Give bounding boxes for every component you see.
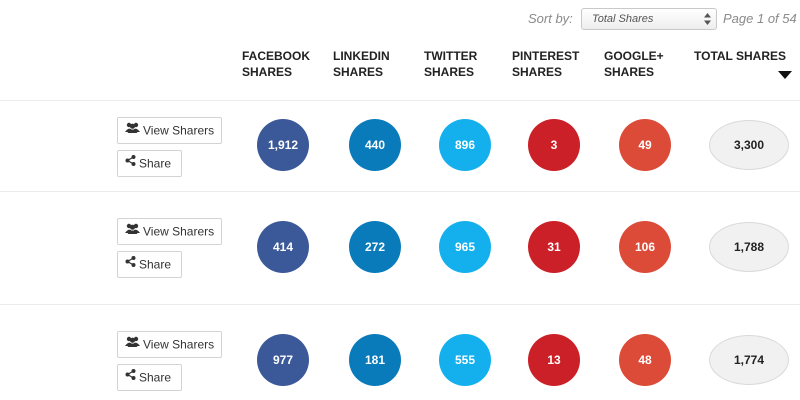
header-line: FACEBOOK (242, 49, 311, 63)
header-line: TWITTER (424, 49, 478, 63)
header-googleplus-shares[interactable]: GOOGLE+ SHARES (604, 48, 664, 80)
header-pinterest-shares[interactable]: PINTEREST SHARES (512, 48, 579, 80)
share-button[interactable]: Share (117, 150, 182, 177)
total-count: 1,774 (709, 335, 789, 385)
header-line: SHARES (333, 65, 384, 79)
share-button[interactable]: Share (117, 364, 182, 391)
linkedin-count: 181 (349, 334, 401, 386)
share-button[interactable]: Share (117, 251, 182, 278)
header-facebook-shares[interactable]: FACEBOOK SHARES (242, 48, 310, 80)
row-divider (0, 304, 800, 305)
facebook-count: 1,912 (257, 119, 309, 171)
sort-select-value: Total Shares (592, 13, 654, 25)
share-icon (125, 251, 136, 276)
share-icon (125, 150, 136, 175)
header-line: SHARES (242, 65, 293, 79)
twitter-count: 896 (439, 119, 491, 171)
sort-by-label: Sort by: (528, 11, 573, 26)
header-line: LINKEDIN (333, 49, 390, 63)
view-sharers-button[interactable]: View Sharers (117, 218, 222, 245)
row-divider (0, 100, 800, 101)
pinterest-count: 31 (528, 221, 580, 273)
pinterest-count: 3 (528, 119, 580, 171)
sort-bar: Sort by: Total Shares Page 1 of 54 (0, 8, 800, 30)
users-icon (125, 331, 140, 356)
googleplus-count: 48 (619, 334, 671, 386)
header-twitter-shares[interactable]: TWITTER SHARES (424, 48, 477, 80)
total-count: 1,788 (709, 222, 789, 272)
sort-select[interactable]: Total Shares (581, 8, 717, 30)
sort-descending-icon[interactable] (778, 66, 792, 84)
view-sharers-button[interactable]: View Sharers (117, 117, 222, 144)
linkedin-count: 440 (349, 119, 401, 171)
users-icon (125, 117, 140, 142)
header-line: SHARES (424, 65, 475, 79)
linkedin-count: 272 (349, 221, 401, 273)
view-sharers-label: View Sharers (143, 224, 215, 239)
share-label: Share (139, 370, 172, 385)
page-indicator: Page 1 of 54 (723, 11, 797, 26)
facebook-count: 414 (257, 221, 309, 273)
pinterest-count: 13 (528, 334, 580, 386)
header-line: GOOGLE+ (604, 49, 664, 63)
googleplus-count: 106 (619, 221, 671, 273)
header-line: TOTAL SHARES (694, 49, 787, 63)
twitter-count: 965 (439, 221, 491, 273)
twitter-count: 555 (439, 334, 491, 386)
share-label: Share (139, 257, 172, 272)
header-line: PINTEREST (512, 49, 580, 63)
header-total-shares[interactable]: TOTAL SHARES (694, 48, 786, 64)
header-linkedin-shares[interactable]: LINKEDIN SHARES (333, 48, 390, 80)
row-divider (0, 191, 800, 192)
view-sharers-label: View Sharers (143, 123, 215, 138)
share-icon (125, 364, 136, 389)
total-count: 3,300 (709, 120, 789, 170)
googleplus-count: 49 (619, 119, 671, 171)
header-line: SHARES (604, 65, 655, 79)
facebook-count: 977 (257, 334, 309, 386)
view-sharers-button[interactable]: View Sharers (117, 331, 222, 358)
users-icon (125, 218, 140, 243)
header-line: SHARES (512, 65, 563, 79)
select-arrows-icon (704, 13, 711, 25)
share-label: Share (139, 156, 172, 171)
view-sharers-label: View Sharers (143, 337, 215, 352)
